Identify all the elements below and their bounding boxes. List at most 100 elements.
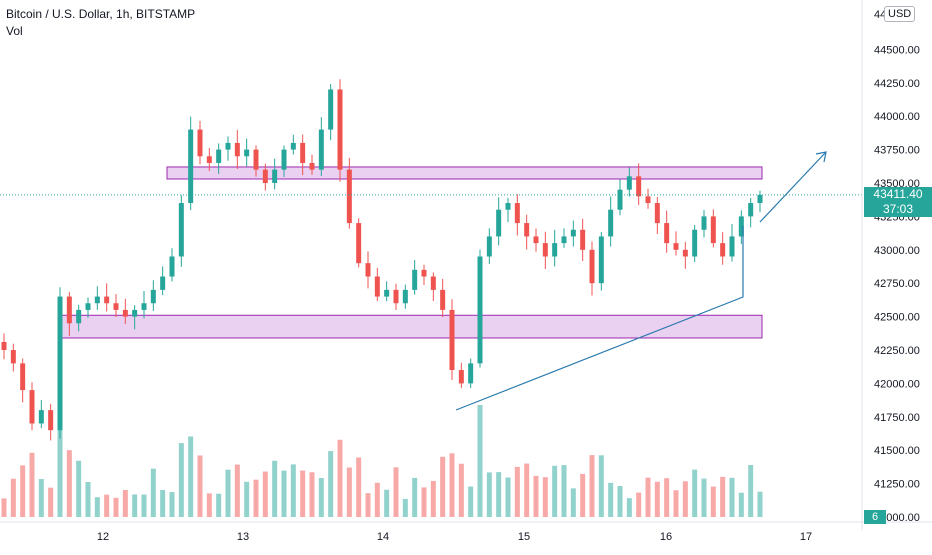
candle-body[interactable]	[720, 243, 726, 257]
volume-bar	[94, 497, 100, 517]
candle-body[interactable]	[197, 129, 203, 157]
candle-body[interactable]	[48, 410, 54, 431]
candle-body[interactable]	[486, 236, 492, 257]
candle-body[interactable]	[570, 229, 576, 237]
symbol-title[interactable]: Bitcoin / U.S. Dollar, 1h, BITSTAMP	[6, 7, 196, 21]
candle-body[interactable]	[122, 309, 128, 317]
volume-bar	[673, 490, 679, 517]
candle-body[interactable]	[692, 229, 698, 257]
candle-body[interactable]	[85, 303, 91, 310]
candle-body[interactable]	[402, 289, 408, 304]
candle-body[interactable]	[113, 303, 119, 310]
candle-body[interactable]	[561, 236, 567, 244]
candle-body[interactable]	[10, 350, 16, 364]
candle-body[interactable]	[150, 289, 156, 304]
candle-body[interactable]	[440, 289, 446, 310]
candle-body[interactable]	[505, 203, 511, 210]
candle-body[interactable]	[374, 276, 380, 297]
candle-body[interactable]	[262, 169, 268, 183]
candle-body[interactable]	[458, 370, 464, 384]
candle-body[interactable]	[365, 263, 371, 277]
candle-body[interactable]	[169, 256, 175, 277]
projection-arrow[interactable]	[759, 151, 827, 223]
candle-body[interactable]	[636, 176, 642, 197]
candle-body[interactable]	[645, 196, 651, 204]
candle-body[interactable]	[337, 89, 343, 170]
candle-body[interactable]	[412, 269, 418, 290]
candle-body[interactable]	[281, 149, 287, 170]
candle-body[interactable]	[468, 363, 474, 384]
trendline[interactable]	[455, 226, 744, 411]
candle-body[interactable]	[710, 216, 716, 244]
candle-body[interactable]	[309, 162, 315, 170]
candlesticks	[1, 79, 763, 441]
candle-body[interactable]	[626, 176, 632, 190]
candle-body[interactable]	[598, 236, 604, 284]
candle-body[interactable]	[430, 276, 436, 290]
volume-bars	[1, 401, 763, 517]
candle-body[interactable]	[272, 169, 278, 183]
candle-body[interactable]	[206, 156, 212, 163]
candle-body[interactable]	[580, 229, 586, 250]
candle-body[interactable]	[160, 276, 166, 290]
candle-body[interactable]	[449, 309, 455, 371]
candle-body[interactable]	[290, 142, 296, 150]
candle-body[interactable]	[178, 203, 184, 257]
candle-body[interactable]	[664, 223, 670, 244]
candle-body[interactable]	[20, 363, 26, 391]
candle-body[interactable]	[234, 142, 240, 157]
candle-body[interactable]	[682, 249, 688, 257]
candle-body[interactable]	[66, 296, 72, 324]
candle-body[interactable]	[253, 149, 259, 170]
candle-body[interactable]	[38, 410, 44, 424]
candle-body[interactable]	[701, 216, 707, 230]
candle-body[interactable]	[421, 269, 427, 277]
candle-body[interactable]	[496, 209, 502, 237]
candle-body[interactable]	[104, 296, 110, 304]
zone-box[interactable]	[166, 166, 763, 180]
candle-body[interactable]	[328, 89, 334, 130]
candle-body[interactable]	[384, 289, 390, 297]
candle-body[interactable]	[524, 223, 530, 237]
candle-body[interactable]	[356, 223, 362, 264]
candle-body[interactable]	[533, 236, 539, 244]
candle-body[interactable]	[225, 142, 231, 150]
price-axis[interactable]: 44500.0044250.0044000.0043750.0043500.00…	[861, 0, 920, 530]
candle-body[interactable]	[300, 142, 306, 163]
candle-body[interactable]	[141, 303, 147, 310]
candle-body[interactable]	[673, 243, 679, 250]
candle-body[interactable]	[346, 169, 352, 224]
candle-body[interactable]	[757, 194, 763, 204]
candle-body[interactable]	[654, 203, 660, 224]
candle-body[interactable]	[729, 236, 735, 257]
volume-bar	[328, 451, 334, 517]
candle-body[interactable]	[132, 309, 138, 317]
candle-body[interactable]	[748, 203, 754, 217]
candle-body[interactable]	[514, 203, 520, 224]
candle-body[interactable]	[244, 149, 250, 157]
candle-body[interactable]	[617, 189, 623, 210]
candle-body[interactable]	[608, 209, 614, 237]
candle-body[interactable]	[57, 296, 63, 431]
volume-bar	[664, 478, 670, 517]
candle-body[interactable]	[393, 289, 399, 304]
time-axis[interactable]: 12 13 14 15 16 17	[0, 521, 932, 543]
time-axis-label: 17	[800, 531, 812, 543]
candle-body[interactable]	[589, 249, 595, 284]
candle-body[interactable]	[76, 309, 82, 324]
candle-body[interactable]	[1, 341, 7, 350]
candle-body[interactable]	[94, 296, 100, 304]
zone-box[interactable]	[59, 314, 763, 339]
currency-button[interactable]: USD	[884, 6, 916, 22]
volume-label[interactable]: Vol	[6, 24, 23, 38]
candle-body[interactable]	[188, 129, 194, 204]
candle-body[interactable]	[542, 243, 548, 257]
candle-body[interactable]	[29, 390, 35, 424]
candle-body[interactable]	[552, 243, 558, 257]
candle-body[interactable]	[216, 149, 222, 163]
candle-body[interactable]	[738, 216, 744, 237]
candle-body[interactable]	[477, 256, 483, 364]
candle-body[interactable]	[318, 129, 324, 170]
